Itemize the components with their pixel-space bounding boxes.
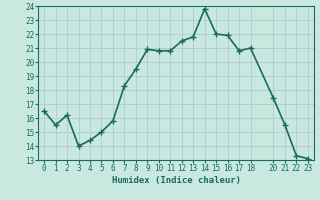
X-axis label: Humidex (Indice chaleur): Humidex (Indice chaleur) [111, 176, 241, 185]
